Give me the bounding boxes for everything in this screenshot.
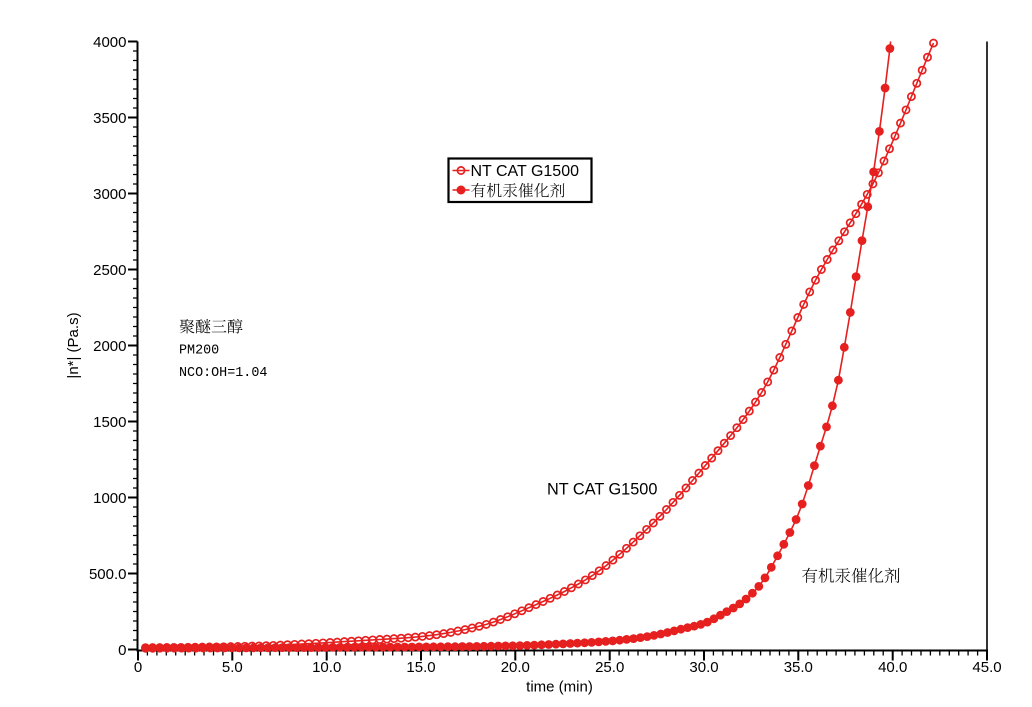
svg-text:10.0: 10.0 [312, 659, 341, 676]
svg-text:2000: 2000 [93, 338, 126, 355]
svg-text:0: 0 [134, 659, 142, 676]
svg-text:1500: 1500 [93, 414, 126, 431]
svg-text:40.0: 40.0 [878, 659, 907, 676]
svg-text:3000: 3000 [93, 186, 126, 203]
svg-text:1000: 1000 [93, 490, 126, 507]
svg-text:5.0: 5.0 [222, 659, 243, 676]
svg-text:PM200: PM200 [179, 344, 219, 359]
svg-text:30.0: 30.0 [689, 659, 718, 676]
svg-text:35.0: 35.0 [784, 659, 813, 676]
svg-text:45.0: 45.0 [972, 659, 1001, 676]
svg-text:NCO:OH=1.04: NCO:OH=1.04 [179, 366, 267, 381]
svg-text:2500: 2500 [93, 262, 126, 279]
svg-text:4000: 4000 [93, 34, 126, 51]
svg-text:3500: 3500 [93, 110, 126, 127]
svg-text:20.0: 20.0 [501, 659, 530, 676]
svg-text:0: 0 [118, 642, 126, 659]
svg-text:500.0: 500.0 [89, 566, 127, 583]
svg-text:15.0: 15.0 [406, 659, 435, 676]
svg-text:25.0: 25.0 [595, 659, 624, 676]
svg-text:|n*| (Pa.s): |n*| (Pa.s) [65, 312, 82, 378]
svg-text:NT CAT G1500: NT CAT G1500 [471, 163, 580, 180]
svg-text:NT CAT G1500: NT CAT G1500 [547, 481, 657, 499]
svg-text:time (min): time (min) [526, 679, 593, 696]
